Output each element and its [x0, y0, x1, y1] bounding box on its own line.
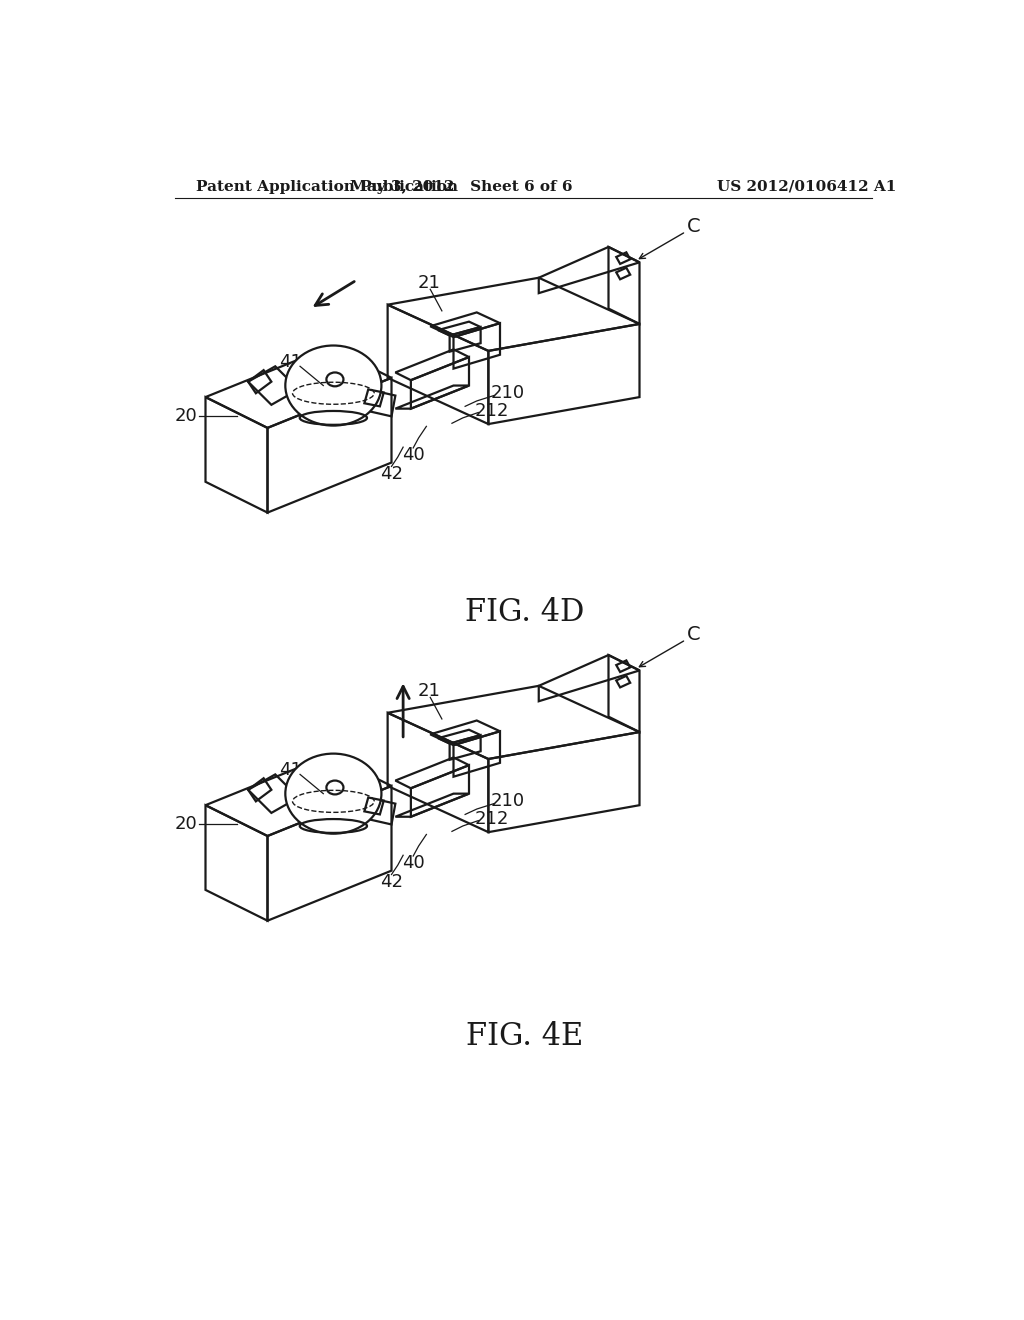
- Text: 210: 210: [490, 384, 525, 403]
- Text: US 2012/0106412 A1: US 2012/0106412 A1: [717, 180, 896, 194]
- Text: 41: 41: [280, 352, 302, 371]
- Text: 210: 210: [490, 792, 525, 810]
- Text: 21: 21: [417, 682, 440, 700]
- Text: Patent Application Publication: Patent Application Publication: [197, 180, 458, 194]
- Ellipse shape: [286, 346, 381, 425]
- Text: 42: 42: [380, 465, 403, 483]
- Text: C: C: [687, 216, 700, 236]
- Text: FIG. 4E: FIG. 4E: [466, 1020, 584, 1052]
- Text: 20: 20: [175, 816, 198, 833]
- Text: FIG. 4D: FIG. 4D: [465, 597, 585, 628]
- Text: 20: 20: [175, 408, 198, 425]
- Text: 40: 40: [401, 446, 425, 463]
- Text: C: C: [687, 624, 700, 644]
- Text: 40: 40: [401, 854, 425, 873]
- Text: May 3, 2012   Sheet 6 of 6: May 3, 2012 Sheet 6 of 6: [350, 180, 572, 194]
- Text: 42: 42: [380, 874, 403, 891]
- Text: 212: 212: [475, 403, 509, 420]
- Text: 21: 21: [417, 275, 440, 292]
- Ellipse shape: [286, 754, 381, 834]
- Text: 41: 41: [280, 760, 302, 779]
- Text: 212: 212: [475, 810, 509, 828]
